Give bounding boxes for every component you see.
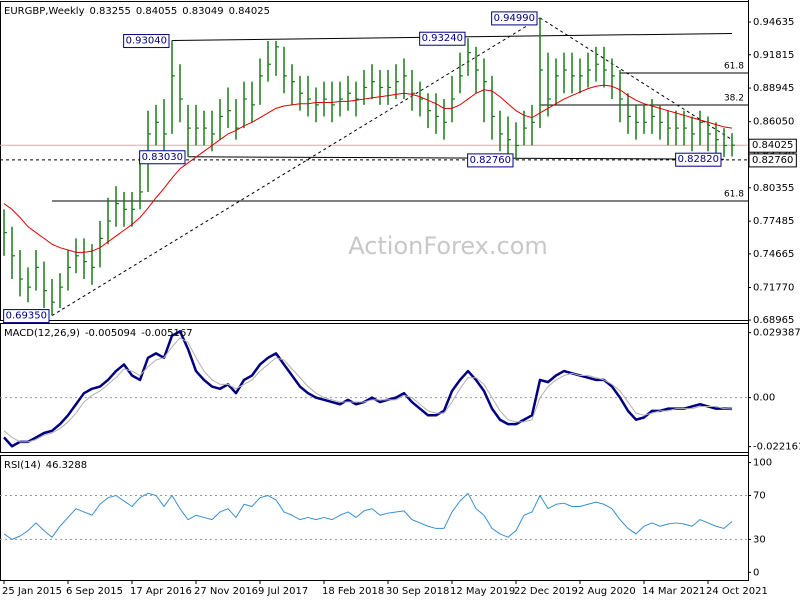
- panel-title: EURGBP,Weekly: [4, 6, 85, 17]
- price-box-label: 0.82820: [678, 154, 719, 165]
- x-tick-label: 27 Nov 2016: [194, 586, 258, 597]
- price-box: [3, 309, 50, 324]
- trend-line: [539, 17, 733, 141]
- header-value: 46.3288: [46, 460, 87, 471]
- price-box-label: 0.93040: [126, 36, 167, 47]
- trend-line: [187, 156, 725, 160]
- trend-line: [51, 17, 541, 317]
- header-value: 0.83255: [90, 6, 131, 17]
- y-tick-label: -0.022161: [753, 442, 800, 453]
- y-tick-label: 30: [753, 534, 766, 545]
- price-box: [491, 11, 538, 26]
- y-tick-label: 0.91815: [753, 50, 794, 61]
- header-value: 0.84025: [229, 6, 270, 17]
- panel-header: RSI(14) 46.3288: [4, 460, 87, 471]
- moving-average: [3, 84, 733, 253]
- y-tick-label: 0.88945: [753, 83, 794, 94]
- price-axis-box-frame: [748, 138, 797, 153]
- indicator-line: [3, 330, 733, 448]
- x-tick-label: 30 Sep 2018: [386, 586, 449, 597]
- x-tick-label: 17 Apr 2016: [130, 586, 192, 597]
- x-tick-label: 24 Oct 2021: [706, 586, 768, 597]
- fib-label: 61.8: [724, 62, 744, 72]
- panel-header: EURGBP,Weekly 0.83255 0.84055 0.83049 0.8402…: [4, 6, 270, 17]
- header-value: -0.005167: [141, 328, 192, 339]
- x-tick-label: 6 Sep 2015: [66, 586, 123, 597]
- y-tick-label: 0.00: [753, 393, 775, 404]
- price-box: [123, 34, 170, 49]
- y-tick-label: 0: [753, 567, 759, 578]
- y-tick-label: 0.71770: [753, 282, 794, 293]
- y-tick-label: 100: [753, 458, 772, 469]
- x-tick-label: 9 Jul 2017: [258, 586, 308, 597]
- price-box-label: 0.94990: [494, 13, 535, 24]
- header-value: 0.83049: [182, 6, 223, 17]
- header-value: -0.005094: [85, 328, 136, 339]
- x-tick-label: 25 Jan 2015: [2, 586, 62, 597]
- y-tick-label: 0.80355: [753, 183, 794, 194]
- y-tick-label: 0.94635: [753, 17, 794, 28]
- y-tick-label: 0.029387: [753, 328, 800, 339]
- panel-title: RSI(14): [4, 460, 41, 471]
- panel-title: MACD(12,26,9): [4, 328, 80, 339]
- fib-label: 61.8: [724, 189, 744, 199]
- indicator-line: [3, 492, 733, 540]
- price-axis-box-frame: [748, 153, 797, 168]
- price-box: [675, 152, 722, 167]
- indicator-line: [3, 337, 733, 443]
- y-tick-label: 0.86050: [753, 117, 794, 128]
- x-tick-label: 12 May 2019: [450, 586, 515, 597]
- price-box-label: 0.82760: [470, 155, 511, 166]
- panel-header: MACD(12,26,9) -0.005094 -0.005167: [4, 328, 193, 339]
- x-tick-label: 2 Aug 2020: [578, 586, 636, 597]
- price-box: [419, 31, 466, 46]
- y-tick-label: 0.68965: [753, 315, 794, 326]
- price-axis-box: 0.82760: [752, 155, 793, 166]
- price-box: [139, 150, 186, 165]
- price-box-label: 0.93240: [422, 33, 463, 44]
- price-box-label: 0.83030: [142, 152, 183, 163]
- price-box: [467, 153, 514, 168]
- x-tick-label: 22 Dec 2019: [514, 586, 578, 597]
- y-tick-label: 70: [753, 491, 766, 502]
- header-value: 0.84055: [136, 6, 177, 17]
- fib-label: 38.2: [724, 93, 744, 103]
- y-tick-label: 0.77485: [753, 216, 794, 227]
- watermark: ActionForex.com: [348, 232, 548, 260]
- x-tick-label: 18 Feb 2018: [322, 586, 384, 597]
- x-tick-label: 14 Mar 2021: [642, 586, 705, 597]
- y-tick-label: 0.74665: [753, 249, 794, 260]
- price-box-label: 0.69350: [6, 311, 47, 322]
- price-axis-box: 0.84025: [752, 140, 793, 151]
